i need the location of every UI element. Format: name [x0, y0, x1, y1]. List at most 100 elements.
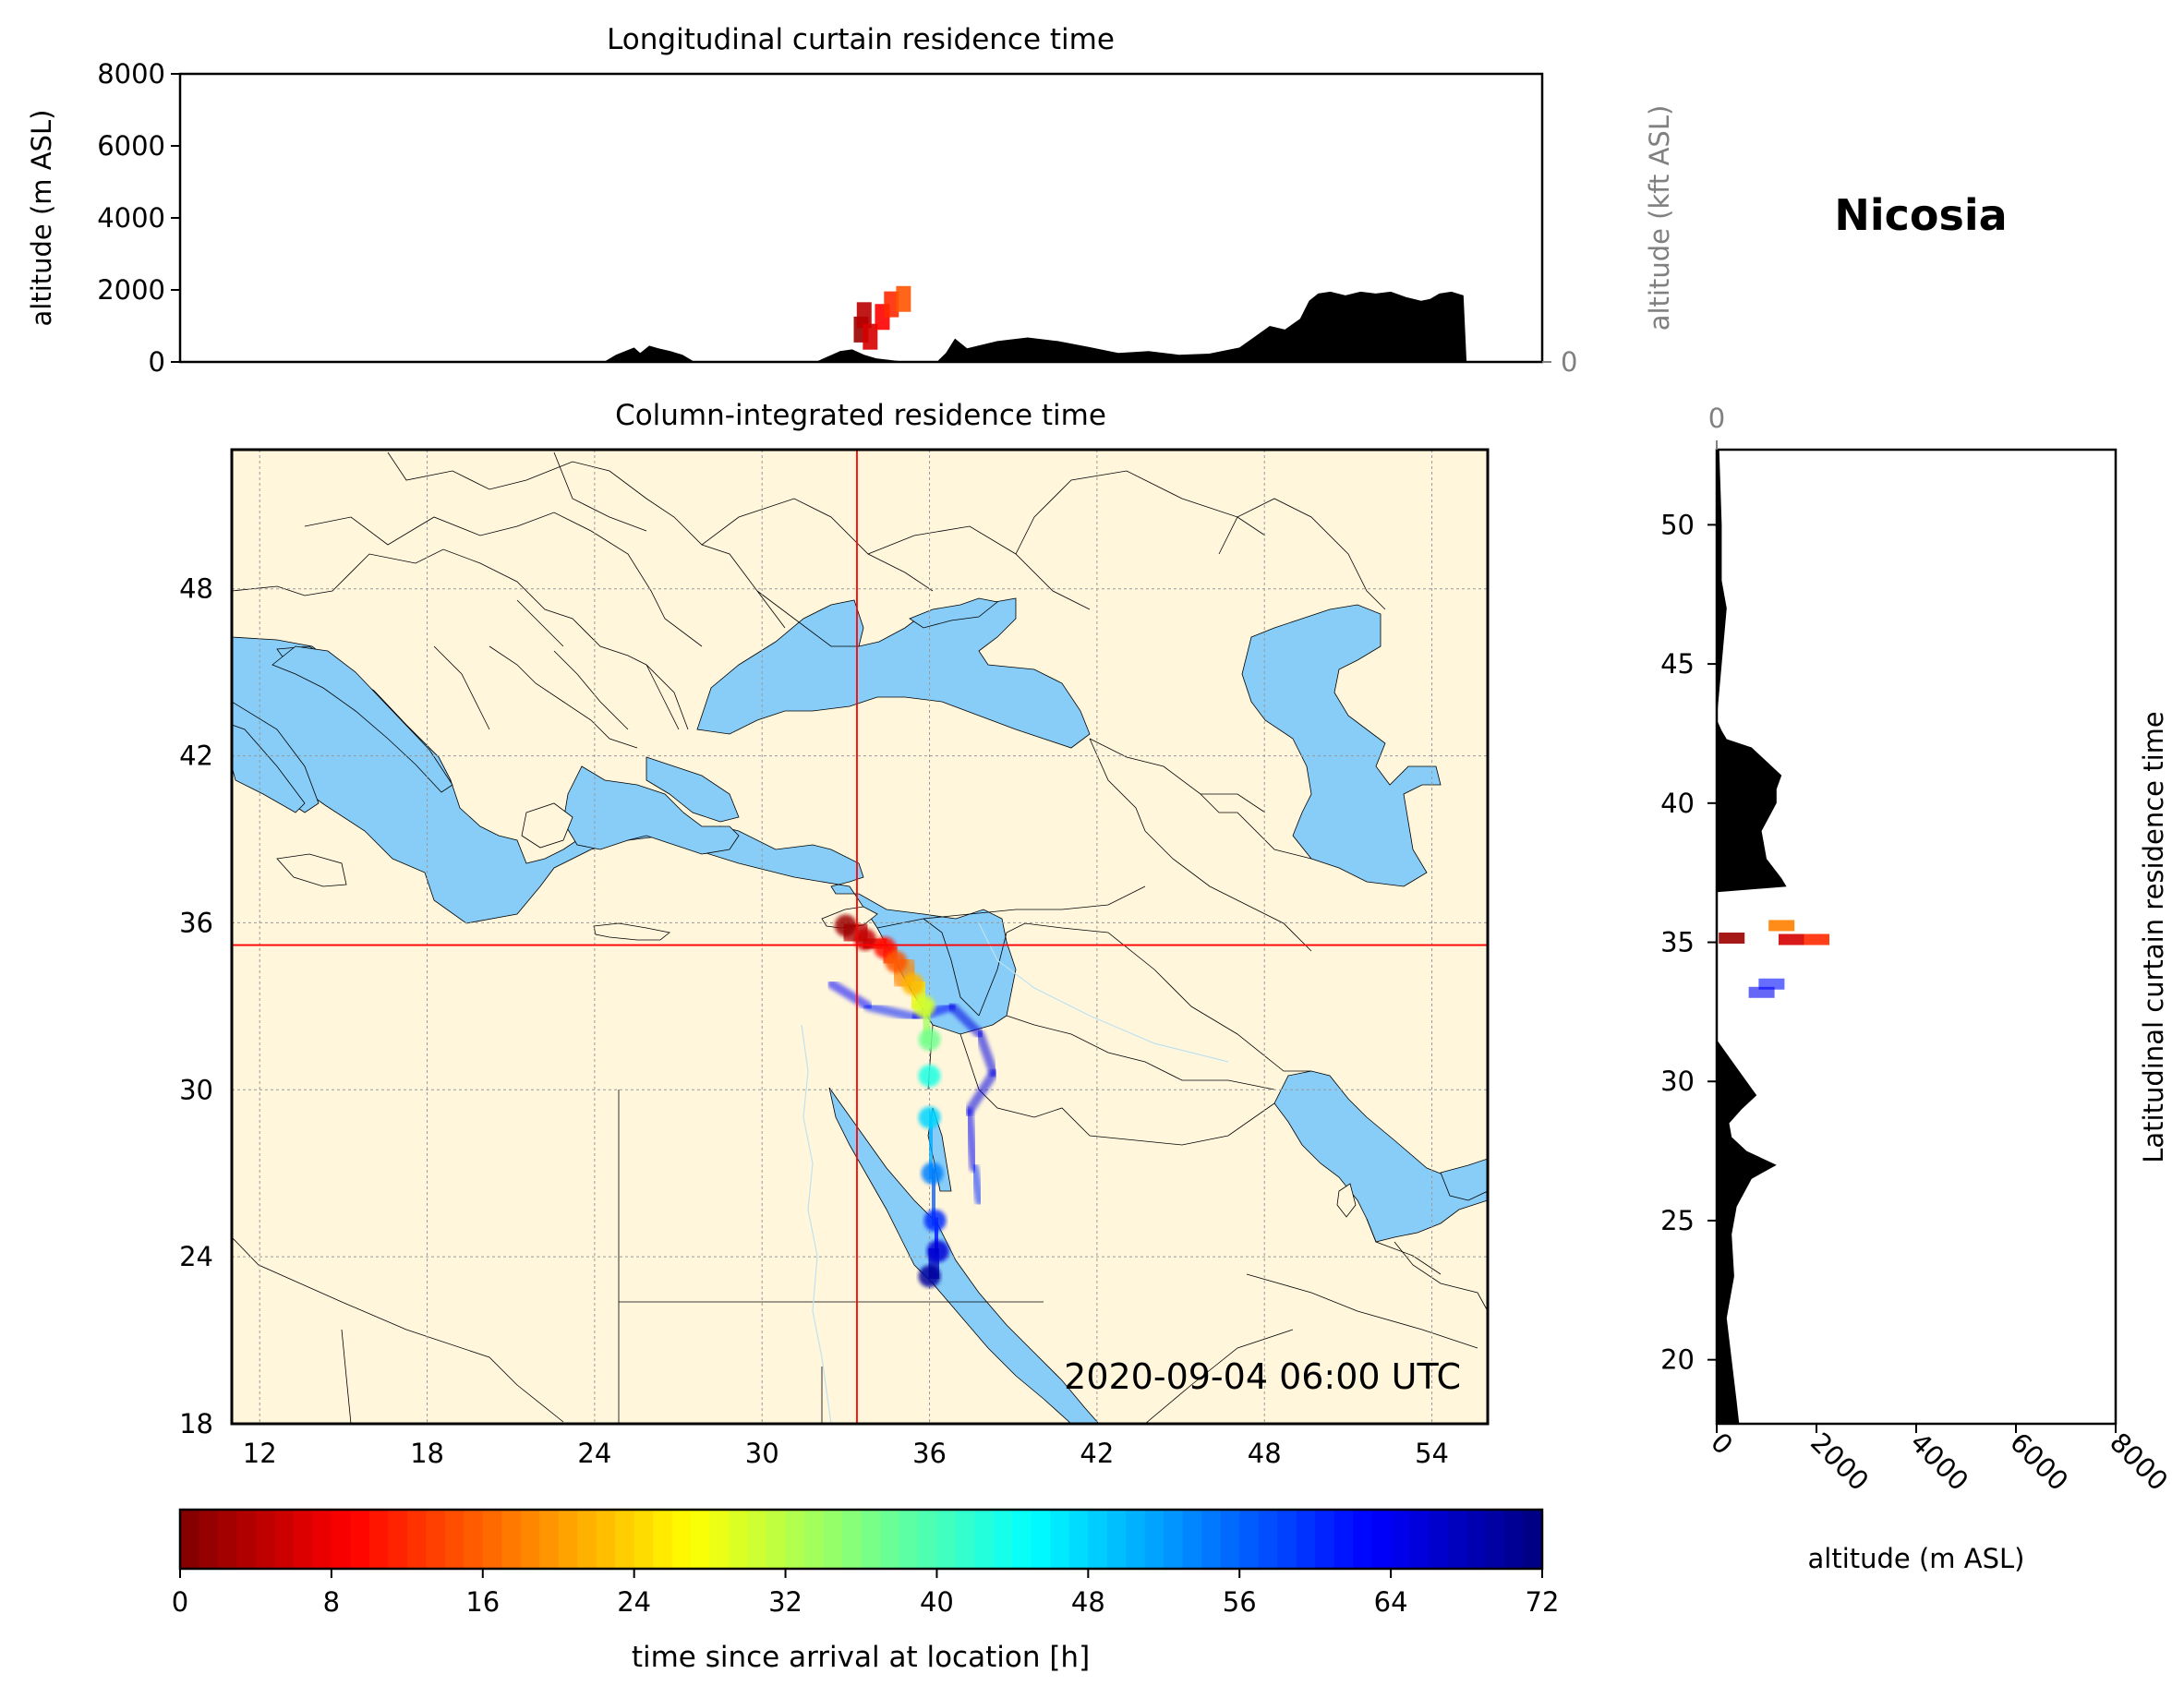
colorbar-band-63	[1371, 1510, 1392, 1569]
crete	[593, 922, 670, 941]
colorbar-band-70	[1504, 1510, 1525, 1569]
plume-point-8	[918, 1106, 941, 1129]
side-residence-cell-3	[1768, 920, 1795, 932]
top-ytick-label-0: 0	[149, 346, 165, 378]
qatar	[1336, 1183, 1357, 1218]
top-left-ylabel: altitude (m ASL)	[26, 110, 57, 327]
top-residence-cells	[853, 285, 911, 350]
colorbar-band-58	[1277, 1510, 1297, 1569]
plume-point-9	[921, 1162, 944, 1185]
colorbar-band-17	[501, 1510, 522, 1569]
colorbar-band-11	[388, 1510, 408, 1569]
map-x-axis: 12 18 24 30 36 42 48 54	[243, 1438, 1449, 1469]
colorbar-band-22	[596, 1510, 616, 1569]
plume-point-3	[885, 950, 908, 973]
side-ytick-label-5: 45	[1660, 648, 1695, 680]
colorbar-band-44	[1012, 1510, 1032, 1569]
side-residence-cell-0	[1719, 933, 1745, 945]
plume-point-5	[912, 994, 935, 1018]
top-residence-cell-2	[863, 323, 878, 350]
side-residence-cell-1	[1779, 933, 1804, 945]
colorbar-band-68	[1466, 1510, 1487, 1569]
colorbar-band-57	[1258, 1510, 1278, 1569]
colorbar-tick-label-0: 0	[172, 1586, 188, 1618]
plume-point-6	[918, 1029, 941, 1052]
map-xtick-label-1: 18	[410, 1438, 444, 1469]
colorbar-tick-label-1: 8	[323, 1586, 340, 1618]
side-ytick-label-3: 35	[1660, 927, 1695, 958]
colorbar-band-34	[823, 1510, 843, 1569]
side-ytick-label-6: 50	[1660, 509, 1695, 540]
side-xtick-label-3: 6000	[2004, 1427, 2074, 1497]
colorbar-band-56	[1239, 1510, 1260, 1569]
colorbar-band-2	[217, 1510, 238, 1569]
red-sea	[828, 1087, 1100, 1424]
colorbar-band-3	[236, 1510, 257, 1569]
side-y-axis: 20 25 30 35 40 45 50	[1660, 509, 1717, 1376]
column-integrated-map-panel: Column-integrated residence time	[179, 399, 1490, 1469]
colorbar-band-15	[464, 1510, 484, 1569]
colorbar-tick-label-7: 56	[1223, 1586, 1257, 1618]
side-ytick-label-0: 20	[1660, 1344, 1695, 1376]
sea-of-azov	[909, 597, 998, 629]
colorbar-band-37	[879, 1510, 900, 1569]
marmara-to-aegean	[646, 756, 740, 823]
country-borders	[232, 452, 1488, 1424]
side-xtick-label-1: 2000	[1804, 1427, 1875, 1497]
longitudinal-title: Longitudinal curtain residence time	[607, 23, 1115, 56]
side-ytick-label-4: 40	[1660, 788, 1695, 819]
colorbar-band-61	[1333, 1510, 1354, 1569]
location-title: Nicosia	[1834, 190, 2007, 240]
top-residence-cell-1	[856, 302, 872, 329]
colorbar-band-65	[1409, 1510, 1430, 1569]
colorbar-band-54	[1201, 1510, 1222, 1569]
top-ytick-label-2: 4000	[97, 202, 165, 234]
colorbar-band-1	[199, 1510, 219, 1569]
side-ytick-label-2: 30	[1660, 1066, 1695, 1097]
black-sea	[696, 597, 1091, 749]
top-ytick-label-4: 8000	[97, 58, 165, 90]
side-xtick-label-0: 0	[1705, 1427, 1739, 1461]
colorbar-band-6	[293, 1510, 314, 1569]
map-ytick-label-1: 24	[179, 1241, 213, 1272]
colorbar-band-48	[1088, 1510, 1108, 1569]
euphrates-river	[978, 922, 1229, 1063]
side-residence-cell-2	[1804, 933, 1829, 945]
colorbar-tick-label-5: 40	[920, 1586, 954, 1618]
colorbar-band-42	[974, 1510, 995, 1569]
colorbar-band-69	[1485, 1510, 1505, 1569]
colorbar-band-25	[653, 1510, 673, 1569]
colorbar-band-60	[1315, 1510, 1335, 1569]
colorbar-band-45	[1031, 1510, 1051, 1569]
adriatic-north	[271, 645, 453, 793]
colorbar-band-8	[331, 1510, 351, 1569]
colorbar-band-7	[312, 1510, 332, 1569]
side-xtick-label-2: 4000	[1904, 1427, 1974, 1497]
plume-point-0	[834, 914, 857, 937]
colorbar-band-33	[804, 1510, 825, 1569]
colorbar-band-38	[899, 1510, 919, 1569]
colorbar-tick-label-4: 32	[768, 1586, 802, 1618]
map-y-axis: 18 24 30 36 42 48	[179, 573, 213, 1439]
side-residence-cell-5	[1748, 986, 1775, 998]
map-ytick-label-3: 36	[179, 907, 213, 938]
top-residence-cell-5	[896, 285, 911, 312]
plume-point-10	[923, 1209, 947, 1232]
colorbar-band-51	[1144, 1510, 1164, 1569]
colorbar-band-18	[520, 1510, 540, 1569]
top-right-ylabel: altitude (kft ASL)	[1644, 105, 1675, 331]
colorbar-band-9	[350, 1510, 370, 1569]
peloponnese	[521, 802, 573, 849]
colorbar-ticks: 0 8 16 24 32 40 48 56 64 72	[172, 1569, 1559, 1618]
colorbar-band-29	[729, 1510, 749, 1569]
colorbar-band-31	[766, 1510, 787, 1569]
map-xtick-label-3: 30	[745, 1438, 779, 1469]
top-terrain-profile	[180, 291, 1542, 362]
colorbar-band-62	[1353, 1510, 1373, 1569]
colorbar-band-14	[444, 1510, 465, 1569]
secondary-plume-segment-7	[969, 1162, 984, 1206]
colorbar: 0 8 16 24 32 40 48 56 64 72 time since arrival at…	[172, 1508, 1559, 1674]
caspian-sea	[1241, 604, 1442, 887]
colorbar-tick-label-6: 48	[1071, 1586, 1105, 1618]
